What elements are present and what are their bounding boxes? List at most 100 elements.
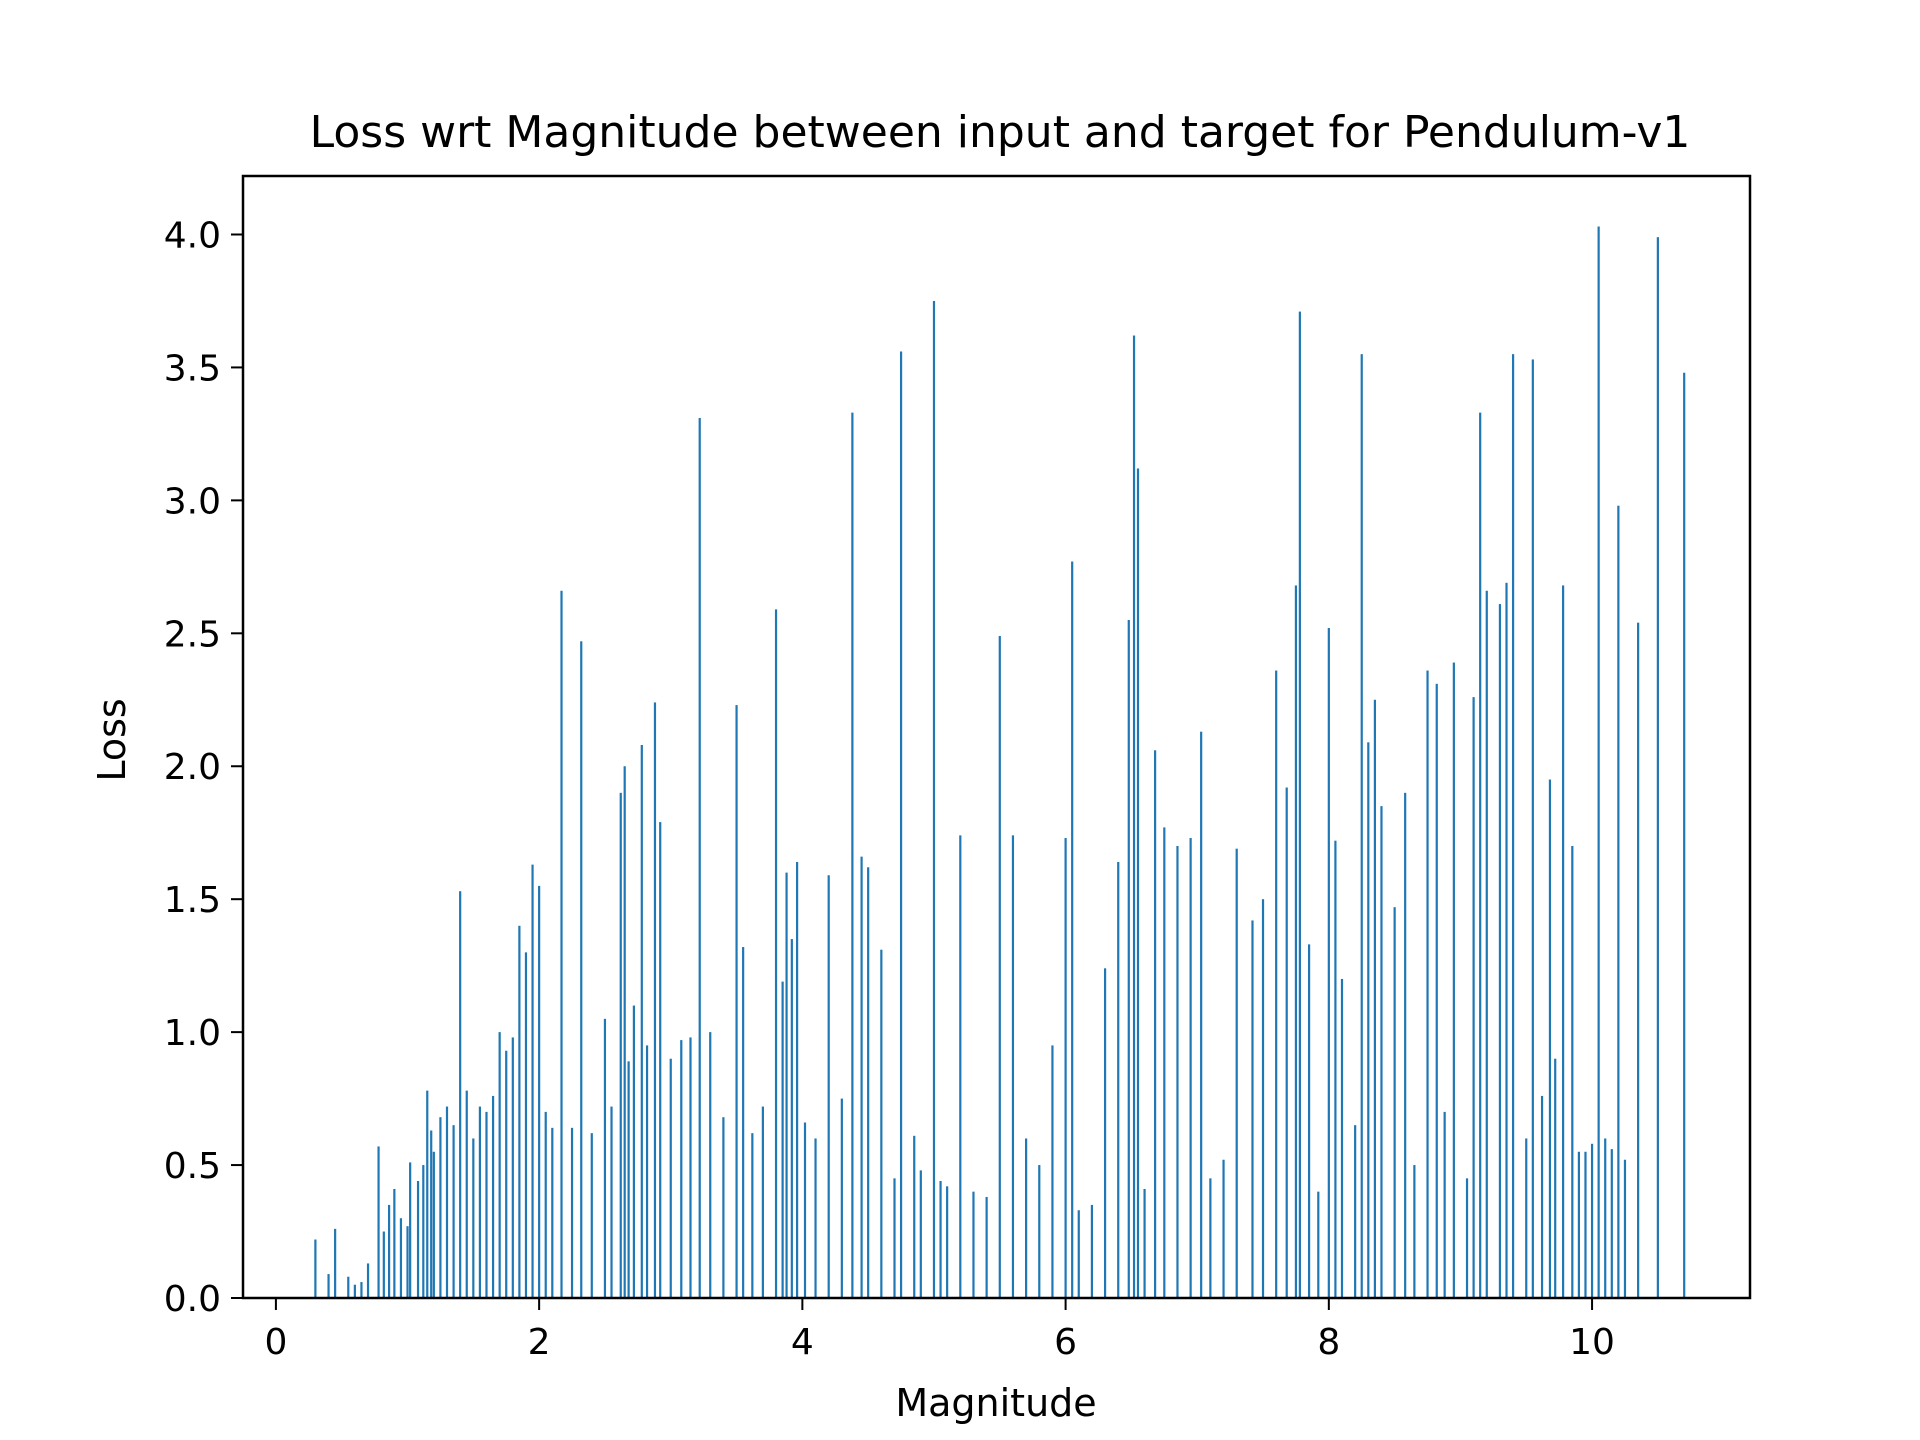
bar [518, 925, 521, 1298]
bar [1540, 1095, 1544, 1298]
bar [551, 1127, 554, 1298]
bar [1404, 792, 1407, 1298]
bar [1360, 354, 1363, 1298]
bar [985, 1196, 988, 1298]
bar [1200, 731, 1203, 1298]
bar [459, 891, 462, 1298]
bar [406, 1226, 409, 1298]
bar [610, 1106, 613, 1298]
bar [932, 300, 936, 1299]
bar [409, 1162, 412, 1298]
bar [1354, 1125, 1357, 1298]
bar [627, 1061, 630, 1298]
y-tick-label: 2.5 [164, 614, 221, 655]
bar [1604, 1138, 1607, 1298]
bar [632, 1005, 635, 1298]
bar [531, 864, 534, 1298]
x-tick-label: 4 [791, 1322, 814, 1363]
bar [334, 1228, 337, 1298]
bar [827, 875, 830, 1298]
bar [751, 1133, 754, 1298]
bar [1025, 1138, 1028, 1298]
bar [1610, 1149, 1613, 1298]
bar [347, 1276, 350, 1298]
bar [1485, 590, 1488, 1298]
bar [653, 702, 657, 1298]
chart-title: Loss wrt Magnitude between input and tar… [310, 107, 1691, 158]
bar [1038, 1165, 1041, 1298]
y-tick-label: 0.5 [164, 1146, 221, 1187]
bar [735, 705, 738, 1298]
x-tick-label: 0 [264, 1322, 287, 1363]
bar [742, 947, 745, 1298]
bar [851, 412, 854, 1298]
bar [1590, 1143, 1594, 1298]
bar [1154, 750, 1157, 1298]
bar [774, 609, 778, 1298]
bar [377, 1146, 380, 1298]
bar [1103, 968, 1107, 1298]
bar [709, 1032, 712, 1298]
bar [1136, 468, 1140, 1299]
bar [491, 1095, 495, 1298]
bar [399, 1218, 403, 1298]
bar [640, 744, 643, 1298]
bar [1340, 978, 1344, 1298]
bar [1327, 627, 1330, 1298]
bar [1554, 1058, 1557, 1298]
bar [416, 1181, 420, 1298]
bar [619, 792, 622, 1298]
bar [899, 351, 903, 1299]
bar [1117, 861, 1120, 1298]
bar [1435, 683, 1438, 1298]
bar [1505, 582, 1508, 1298]
bar [867, 867, 870, 1298]
bar [1051, 1045, 1054, 1298]
bar [1127, 620, 1130, 1298]
y-tick-label: 1.5 [164, 880, 221, 921]
bar [1617, 505, 1620, 1298]
y-tick-label: 2.0 [164, 747, 221, 788]
bar [1472, 697, 1475, 1298]
bar [430, 1130, 433, 1298]
bar [1380, 806, 1383, 1298]
y-tick-label: 4.0 [164, 215, 221, 256]
y-tick-label: 3.5 [164, 348, 221, 389]
bar [1393, 907, 1396, 1298]
bar [1479, 412, 1482, 1298]
bar [959, 835, 962, 1298]
bar [972, 1191, 975, 1298]
bar [1275, 670, 1278, 1298]
bar [803, 1122, 807, 1298]
bar [1525, 1138, 1528, 1298]
bar [1143, 1188, 1146, 1298]
bar [1163, 827, 1166, 1298]
bar [1317, 1191, 1320, 1298]
bar [919, 1170, 922, 1298]
bar [580, 641, 583, 1298]
bar [1373, 699, 1376, 1298]
bar [998, 635, 1001, 1298]
bar [1548, 779, 1552, 1298]
x-tick-label: 6 [1054, 1322, 1077, 1363]
bar [485, 1111, 488, 1298]
bar [1077, 1210, 1080, 1298]
bar [387, 1204, 391, 1298]
bar [1294, 585, 1298, 1298]
bar [689, 1037, 692, 1298]
bar [465, 1090, 468, 1298]
bar [432, 1151, 435, 1298]
bar [327, 1274, 330, 1298]
bar [452, 1125, 455, 1298]
bar [1562, 585, 1565, 1298]
bar [1064, 838, 1067, 1298]
bar [860, 856, 863, 1298]
y-tick-label: 1.0 [164, 1013, 221, 1054]
bar [1334, 840, 1337, 1298]
bar [505, 1050, 508, 1298]
bar [1637, 622, 1640, 1298]
bar [1571, 846, 1574, 1298]
bar [544, 1111, 547, 1298]
bar [1011, 835, 1015, 1298]
bar [524, 952, 528, 1298]
